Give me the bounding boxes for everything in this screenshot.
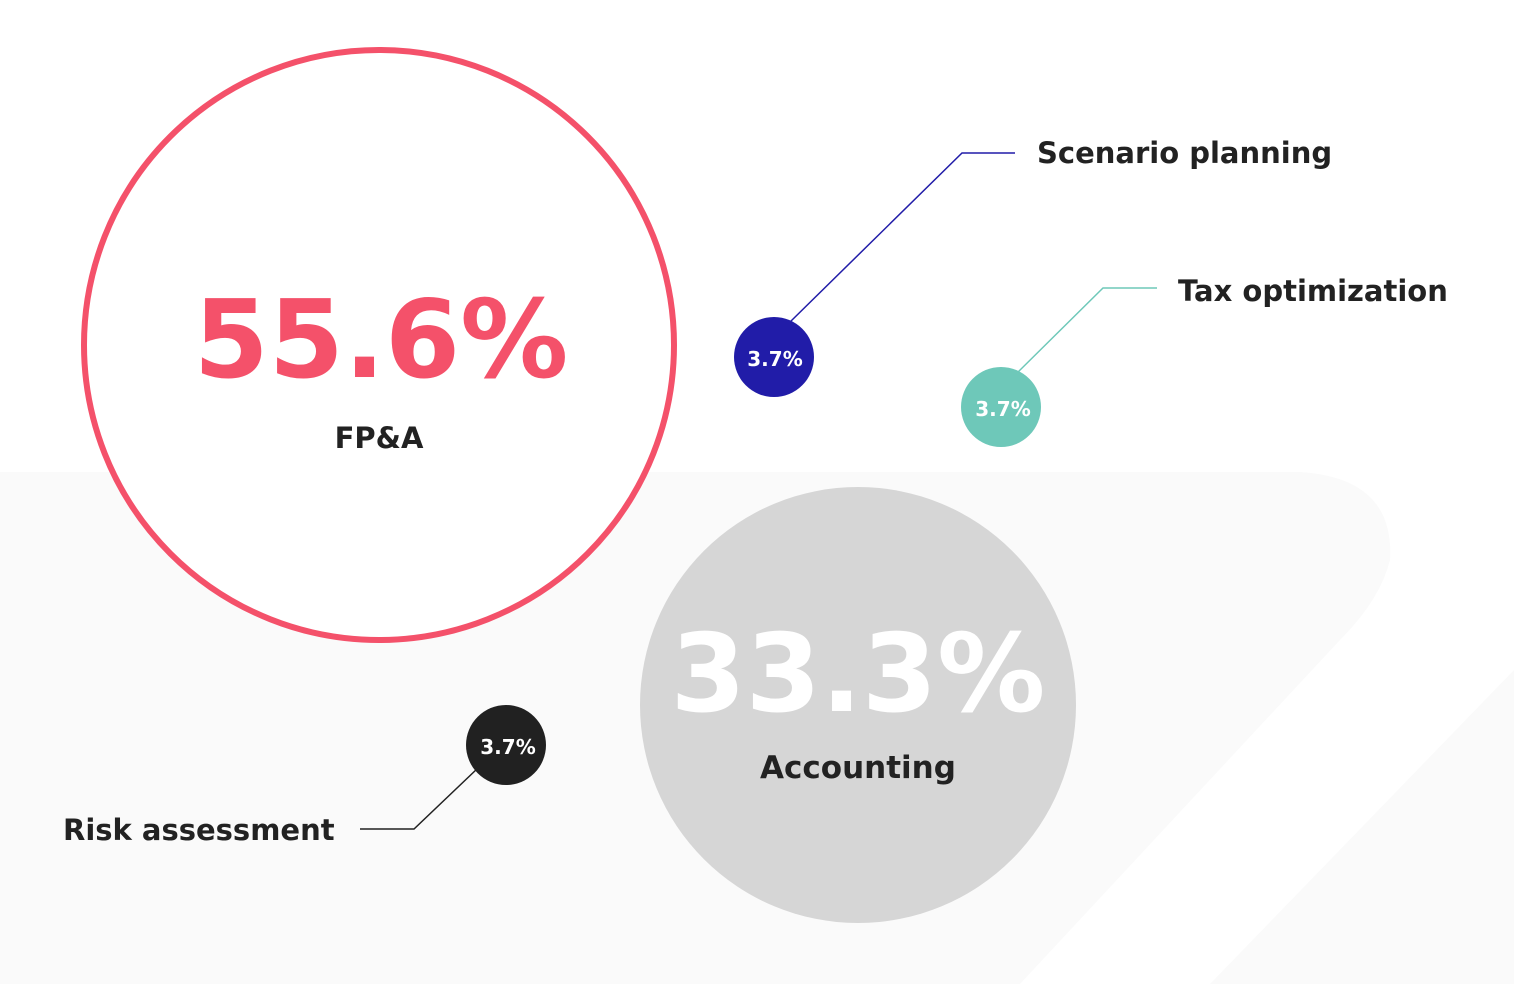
bubble-tax-optimization-value: 3.7%: [975, 397, 1030, 421]
bubble-fpa-label: FP&A: [335, 421, 424, 455]
bubble-tax-optimization: 3.7% Tax optimization: [961, 274, 1448, 447]
bubble-risk-assessment-value: 3.7%: [480, 735, 535, 759]
bubble-accounting: 33.3% Accounting: [640, 487, 1076, 923]
bubble-scenario-planning-value: 3.7%: [747, 347, 802, 371]
bubble-tax-optimization-circle: [961, 367, 1041, 447]
bubble-accounting-circle: [640, 487, 1076, 923]
scenario-planning-label: Scenario planning: [1037, 136, 1332, 170]
bubble-fpa-circle: [81, 47, 677, 643]
leader-line-tax-optimization: [1015, 287, 1157, 375]
risk-assessment-label: Risk assessment: [63, 813, 335, 847]
bubble-risk-assessment-circle: [466, 705, 546, 785]
bubble-scenario-planning: 3.7% Scenario planning: [734, 136, 1332, 397]
bubble-fpa: 55.6% FP&A: [81, 47, 677, 643]
leader-line-risk-assessment: [360, 767, 479, 830]
leader-line-scenario-planning: [789, 152, 1015, 323]
bubble-scenario-planning-circle: [734, 317, 814, 397]
bubble-accounting-value: 33.3%: [671, 612, 1046, 737]
tax-optimization-label: Tax optimization: [1178, 274, 1448, 308]
bubble-fpa-value: 55.6%: [194, 278, 569, 403]
bubble-accounting-label: Accounting: [760, 750, 956, 786]
bubble-risk-assessment: 3.7% Risk assessment: [63, 705, 546, 847]
background-stripe: [1210, 670, 1514, 984]
